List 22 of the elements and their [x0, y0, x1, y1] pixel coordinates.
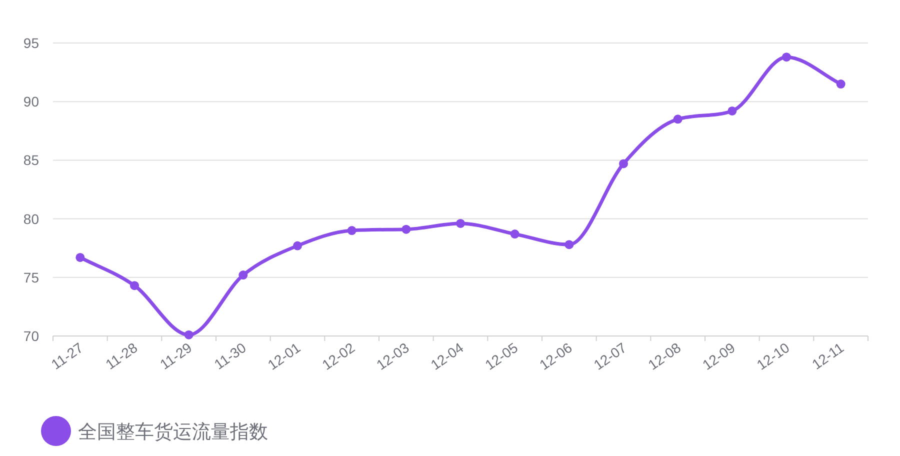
point: [238, 270, 248, 280]
point: [782, 52, 791, 62]
point: [347, 226, 356, 236]
point: [76, 252, 85, 262]
y-tick-label: 80: [23, 210, 40, 227]
point: [564, 240, 574, 250]
y-tick-label: 75: [23, 269, 40, 286]
point: [510, 230, 520, 239]
point: [673, 114, 682, 124]
point: [728, 106, 737, 116]
point: [293, 241, 302, 250]
y-tick-label: 70: [23, 328, 40, 344]
point: [456, 218, 465, 228]
point: [184, 330, 194, 340]
legend-label: 全国整车货运流量指数: [78, 421, 268, 443]
y-tick-label: 95: [23, 35, 40, 51]
y-tick-label: 85: [23, 152, 40, 168]
point: [619, 159, 628, 168]
y-tick-label: 90: [23, 94, 40, 110]
point: [402, 224, 411, 234]
point: [836, 80, 846, 89]
point: [130, 281, 139, 290]
